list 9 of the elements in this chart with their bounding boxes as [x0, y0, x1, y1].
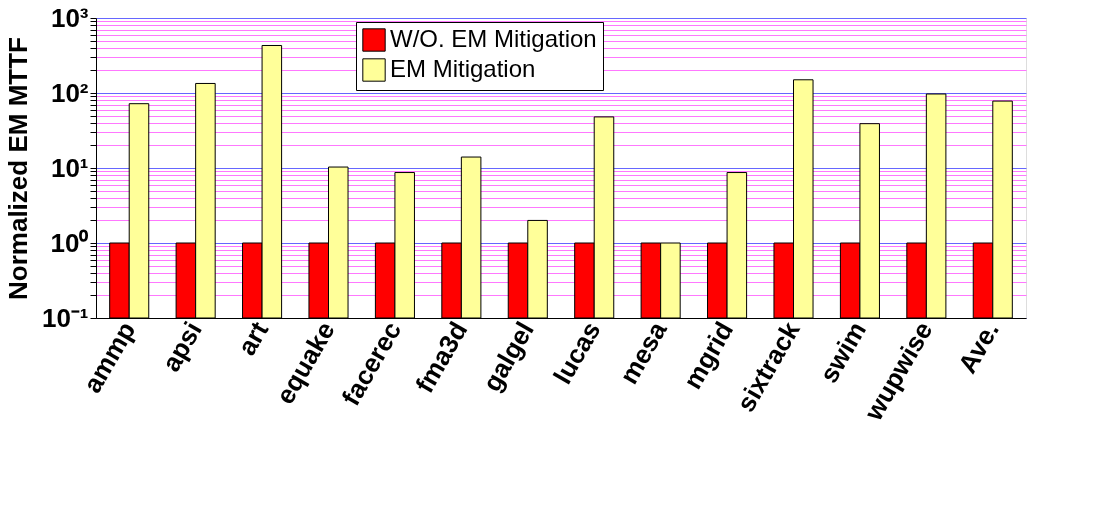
y-tick-label: 10⁻¹	[41, 302, 89, 333]
x-tick-label: art	[231, 316, 275, 361]
y-tick-label: 10³	[50, 2, 89, 33]
y-tick-label: 10²	[50, 77, 89, 108]
legend-label: W/O. EM Mitigation	[390, 25, 597, 52]
y-tick-label: 10¹	[50, 152, 89, 183]
y-axis-title: Normalized EM MTTF	[2, 37, 33, 300]
legend-label: EM Mitigation	[390, 55, 536, 82]
y-tick-label: 10⁰	[50, 227, 90, 258]
